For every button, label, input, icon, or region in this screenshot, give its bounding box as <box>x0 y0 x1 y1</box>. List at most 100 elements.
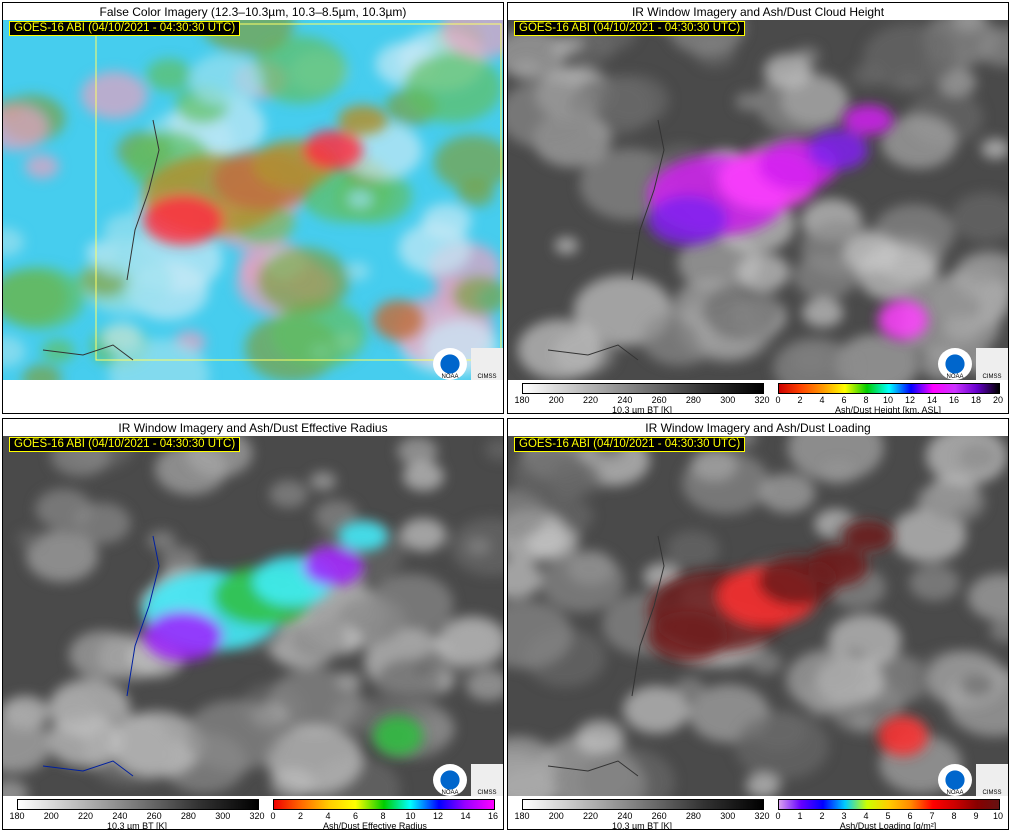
satellite-image <box>3 20 503 380</box>
logo: NOAA <box>433 348 467 380</box>
panel-title: IR Window Imagery and Ash/Dust Loading <box>645 421 871 435</box>
colorbar <box>522 383 764 394</box>
coastline <box>42 119 160 361</box>
ash-plume <box>648 521 928 756</box>
logo: CIMSS <box>976 764 1008 796</box>
colorbar-tick-label: 300 <box>215 811 231 821</box>
colorbar <box>17 799 259 810</box>
coastline <box>42 535 160 777</box>
colorbar-label: 10.3 µm BT [K] <box>611 405 673 414</box>
colorbar-tick-label: 220 <box>583 811 599 821</box>
panel-title: IR Window Imagery and Ash/Dust Cloud Hei… <box>631 5 885 19</box>
colorbar <box>778 799 1000 810</box>
colorbar-tick-label: 240 <box>617 811 633 821</box>
colorbar-tick-label: 320 <box>754 811 770 821</box>
colorbar-tick-label: 16 <box>948 395 960 405</box>
colorbar-label: Ash/Dust Height [km, ASL] <box>834 405 942 414</box>
colorbar-tick-label: 2 <box>819 811 825 821</box>
colorbar-tick-label: 300 <box>720 811 736 821</box>
colorbar <box>778 383 1000 394</box>
timestamp: GOES-16 ABI (04/10/2021 - 04:30:30 UTC) <box>514 21 746 36</box>
colorbar-tick-label: 9 <box>973 811 979 821</box>
logo: CIMSS <box>976 348 1008 380</box>
colorbar-tick-label: 7 <box>929 811 935 821</box>
colorbar-tick-label: 12 <box>904 395 916 405</box>
panel: IR Window Imagery and Ash/Dust Effective… <box>2 418 504 830</box>
colorbar-tick-label: 2 <box>297 811 304 821</box>
colorbar-tick-label: 4 <box>819 395 825 405</box>
timestamp: GOES-16 ABI (04/10/2021 - 04:30:30 UTC) <box>9 21 241 36</box>
colorbar-tick-label: 0 <box>775 395 781 405</box>
satellite-image <box>508 436 1008 796</box>
colorbar-tick-label: 280 <box>180 811 196 821</box>
colorbar-tick-label: 180 <box>9 811 25 821</box>
colorbar-tick-label: 240 <box>617 395 633 405</box>
coastline <box>547 535 665 777</box>
colorbar <box>273 799 495 810</box>
colorbar-tick-label: 0 <box>775 811 781 821</box>
domain-box <box>95 23 502 361</box>
clouds <box>508 20 1008 380</box>
colorbar-tick-label: 260 <box>651 395 667 405</box>
colorbar-tick-label: 4 <box>863 811 869 821</box>
panel-title: False Color Imagery (12.3–10.3µm, 10.3–8… <box>99 5 407 19</box>
ash-plume <box>143 105 423 340</box>
colorbar-tick-label: 2 <box>797 395 803 405</box>
colorbar-tick-label: 180 <box>514 811 530 821</box>
colorbar-tick-label: 3 <box>841 811 847 821</box>
ash-plume <box>648 105 928 340</box>
colorbar-tick-label: 280 <box>685 811 701 821</box>
colorbar-tick-label: 4 <box>325 811 331 821</box>
logo: NOAA <box>433 764 467 796</box>
colorbar-tick-label: 6 <box>907 811 913 821</box>
colorbar-tick-label: 0 <box>270 811 276 821</box>
logo: CIMSS <box>471 348 503 380</box>
colorbar-label: 10.3 µm BT [K] <box>611 821 673 830</box>
colorbar-tick-label: 5 <box>885 811 891 821</box>
colorbar-tick-label: 200 <box>548 395 564 405</box>
colorbar-tick-label: 8 <box>951 811 957 821</box>
colorbar-tick-label: 1 <box>797 811 803 821</box>
logo: CIMSS <box>471 764 503 796</box>
colorbar-tick-label: 260 <box>651 811 667 821</box>
colorbar-tick-label: 18 <box>970 395 982 405</box>
colorbar-tick-label: 6 <box>841 395 847 405</box>
panel: IR Window Imagery and Ash/Dust Cloud Hei… <box>507 2 1009 414</box>
satellite-image <box>508 20 1008 380</box>
colorbar-label: Ash/Dust Effective Radius [µm] <box>323 821 427 830</box>
panel: False Color Imagery (12.3–10.3µm, 10.3–8… <box>2 2 504 414</box>
colorbar-tick-label: 240 <box>112 811 128 821</box>
coastline <box>547 119 665 361</box>
colorbar-tick-label: 16 <box>487 811 499 821</box>
colorbar-tick-label: 8 <box>863 395 869 405</box>
logo: NOAA <box>938 348 972 380</box>
colorbar-tick-label: 10 <box>882 395 894 405</box>
satellite-image <box>3 436 503 796</box>
colorbar-tick-label: 220 <box>583 395 599 405</box>
logo: NOAA <box>938 764 972 796</box>
colorbar-tick-label: 320 <box>754 395 770 405</box>
colorbar-tick-label: 10 <box>992 811 1004 821</box>
colorbar-tick-label: 300 <box>720 395 736 405</box>
colorbar-tick-label: 14 <box>460 811 471 821</box>
panel: IR Window Imagery and Ash/Dust Loading GO… <box>507 418 1009 830</box>
colorbar-tick-label: 20 <box>992 395 1004 405</box>
panel-title: IR Window Imagery and Ash/Dust Effective… <box>118 421 388 435</box>
ash-plume <box>143 521 423 756</box>
colorbar-tick-label: 180 <box>514 395 530 405</box>
colorbar <box>522 799 764 810</box>
timestamp: GOES-16 ABI (04/10/2021 - 04:30:30 UTC) <box>9 437 241 452</box>
colorbar-tick-label: 10 <box>405 811 416 821</box>
colorbar-tick-label: 220 <box>78 811 94 821</box>
colorbar-tick-label: 260 <box>146 811 162 821</box>
colorbar-tick-label: 320 <box>249 811 265 821</box>
colorbar-label: 10.3 µm BT [K] <box>106 821 168 830</box>
colorbar-tick-label: 6 <box>352 811 359 821</box>
colorbar-tick-label: 200 <box>43 811 59 821</box>
colorbar-tick-label: 14 <box>926 395 938 405</box>
colorbar-tick-label: 12 <box>432 811 444 821</box>
colorbar-tick-label: 200 <box>548 811 564 821</box>
colorbar-label: Ash/Dust Loading [g/m²] <box>839 821 937 830</box>
colorbar-tick-label: 280 <box>685 395 701 405</box>
